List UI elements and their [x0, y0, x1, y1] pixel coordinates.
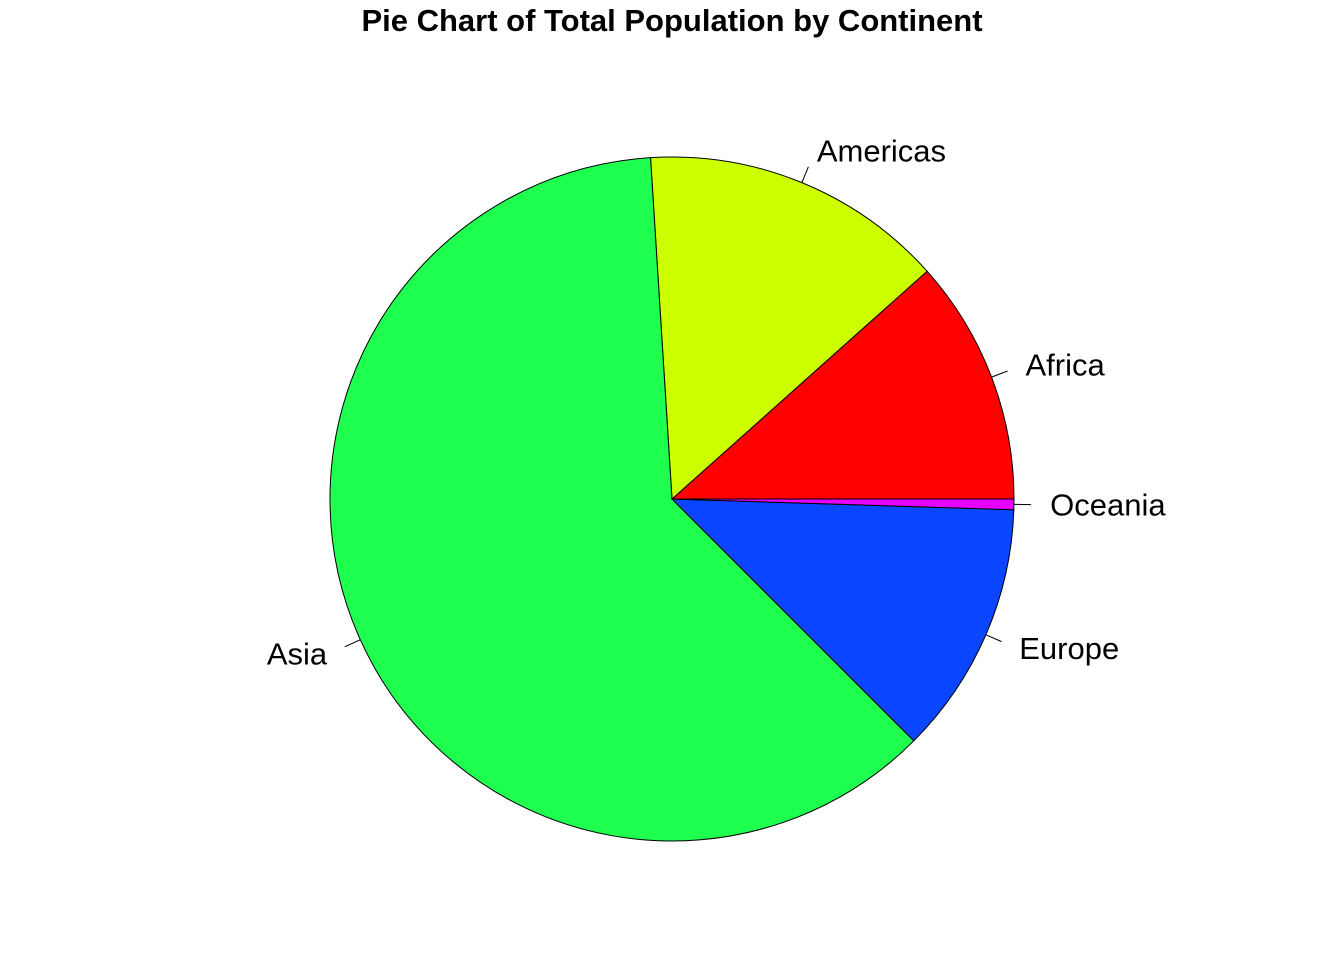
pie-slice-europe [670, 498, 1015, 742]
label-tick-africa [991, 370, 1008, 378]
label-tick-asia [344, 639, 361, 648]
slice-label-europe: Europe [1019, 631, 1119, 666]
label-ticks [344, 166, 1032, 648]
pie-slices [329, 156, 1015, 842]
slice-labels: Africa Americas Asia Europe Oceania [267, 133, 1167, 671]
pie-slice-oceania [671, 498, 1015, 511]
pie-slice-americas [649, 156, 928, 501]
label-tick-europe [985, 634, 1002, 643]
pie-slice-asia [329, 157, 915, 842]
label-tick-americas [801, 166, 809, 183]
slice-label-asia: Asia [267, 636, 328, 671]
slice-label-americas: Americas [817, 133, 946, 168]
chart-title: Pie Chart of Total Population by Contine… [361, 3, 983, 38]
slice-label-africa: Africa [1025, 347, 1105, 382]
slice-label-oceania: Oceania [1050, 487, 1166, 522]
pie-slice-africa [670, 270, 1015, 500]
